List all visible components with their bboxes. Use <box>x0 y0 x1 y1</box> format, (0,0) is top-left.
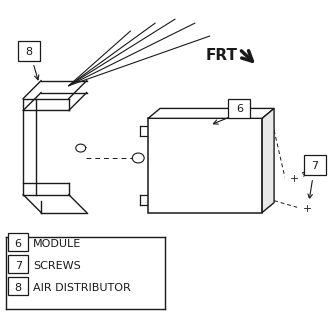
Ellipse shape <box>132 153 144 163</box>
FancyBboxPatch shape <box>304 155 326 175</box>
FancyBboxPatch shape <box>8 277 28 295</box>
Circle shape <box>285 169 303 187</box>
Text: 6: 6 <box>15 239 22 249</box>
Circle shape <box>289 173 299 183</box>
Text: SCREWS: SCREWS <box>33 261 81 271</box>
Polygon shape <box>262 108 274 213</box>
FancyBboxPatch shape <box>8 233 28 251</box>
Text: 8: 8 <box>15 283 22 293</box>
Text: 7: 7 <box>15 261 22 271</box>
Text: FRT: FRT <box>206 48 237 63</box>
Circle shape <box>298 199 316 216</box>
Text: AIR DISTRIBUTOR: AIR DISTRIBUTOR <box>33 283 131 293</box>
Circle shape <box>302 203 312 213</box>
Text: 6: 6 <box>236 105 243 114</box>
Text: MODULE: MODULE <box>33 239 81 249</box>
FancyBboxPatch shape <box>8 255 28 273</box>
Text: 7: 7 <box>311 161 318 171</box>
Ellipse shape <box>76 144 86 152</box>
FancyBboxPatch shape <box>228 99 250 118</box>
FancyBboxPatch shape <box>18 41 40 61</box>
Polygon shape <box>148 108 274 118</box>
Text: 8: 8 <box>26 47 33 57</box>
Bar <box>148 118 262 213</box>
